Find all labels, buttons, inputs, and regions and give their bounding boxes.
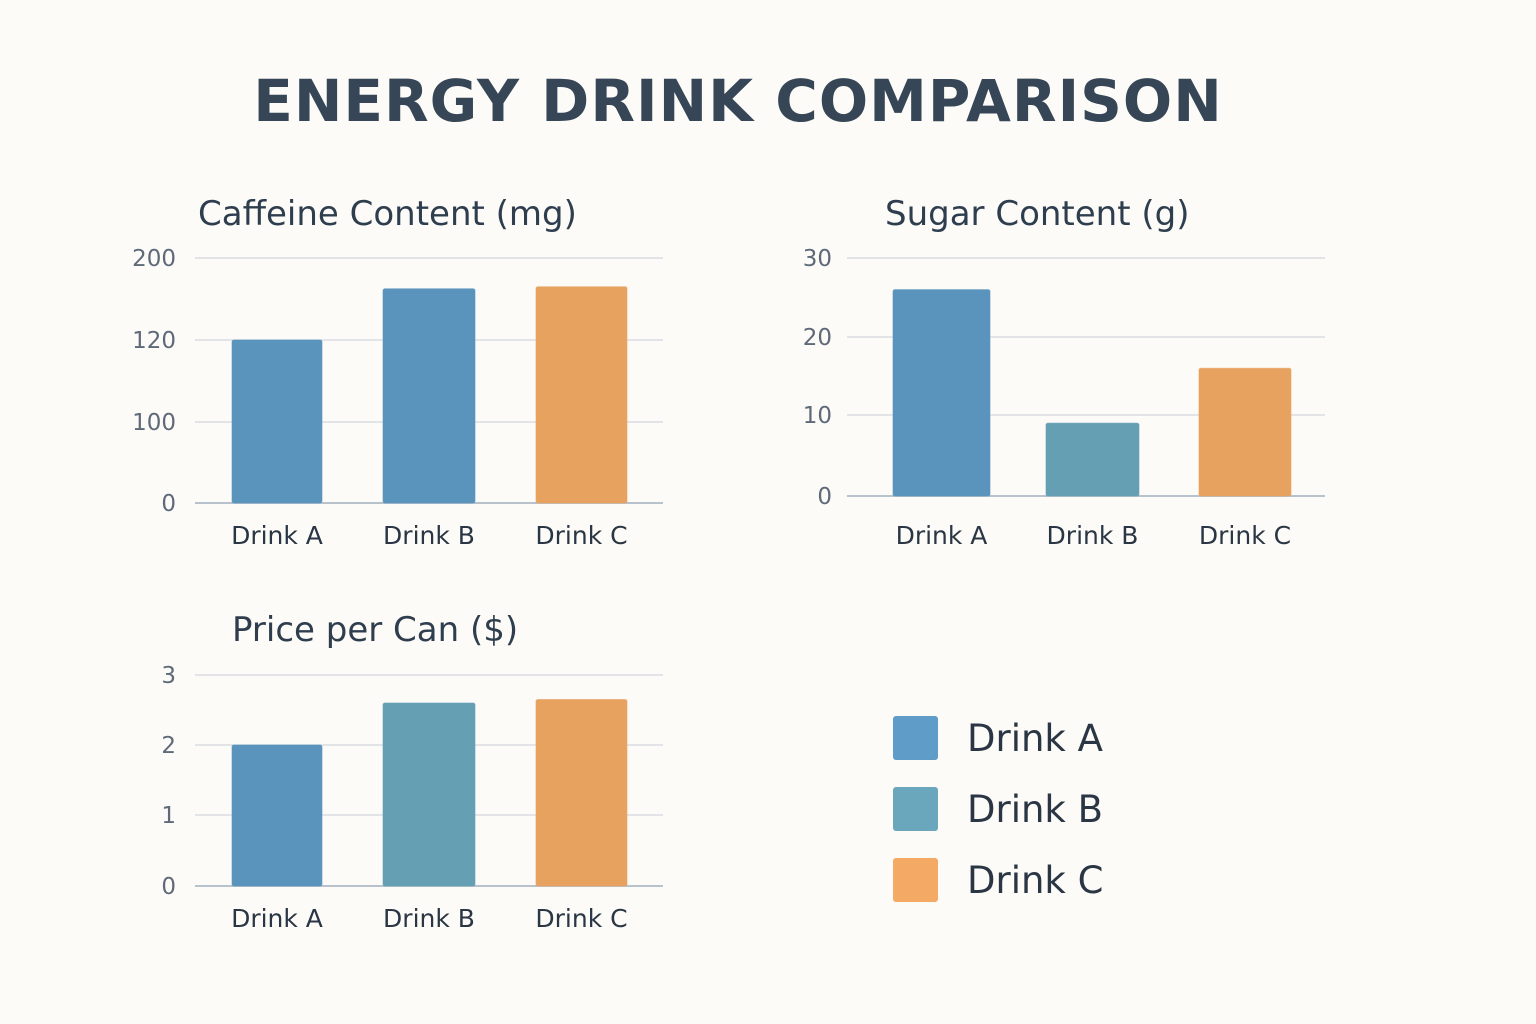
legend-swatch-drink-b	[893, 787, 938, 831]
y-tick-label: 30	[803, 246, 832, 272]
legend-swatch-drink-c	[893, 858, 938, 902]
y-tick-label: 3	[161, 663, 176, 689]
y-tick-label: 120	[132, 328, 176, 354]
bar-drink-a	[231, 339, 323, 504]
y-tick-label: 100	[132, 410, 176, 436]
x-tick-label: Drink C	[535, 904, 627, 933]
chart-price-per-can: Price per Can ($) 3 2 1 0 Drink A Drink B Drink…	[161, 610, 663, 933]
y-tick-label: 0	[817, 484, 832, 510]
bar-drink-b	[1045, 422, 1140, 497]
x-tick-label: Drink A	[231, 904, 323, 933]
x-tick-label: Drink A	[231, 521, 323, 550]
bar-drink-a	[892, 289, 991, 497]
x-tick-label: Drink B	[383, 521, 475, 550]
bar-drink-a	[231, 744, 323, 887]
legend-swatch-drink-a	[893, 716, 938, 760]
y-tick-label: 0	[161, 874, 176, 900]
x-tick-label: Drink A	[896, 521, 988, 550]
bar-drink-c	[1198, 367, 1292, 497]
y-tick-label: 1	[161, 803, 176, 829]
legend: Drink A Drink B Drink C	[893, 716, 1103, 902]
chart-caffeine-content-mg: Caffeine Content (mg) 200 120 100 0 Drink A Dr…	[132, 194, 663, 550]
legend-label: Drink C	[967, 859, 1103, 902]
chart-title: Price per Can ($)	[232, 610, 518, 650]
x-tick-label: Drink C	[1199, 521, 1291, 550]
x-tick-label: Drink B	[1047, 521, 1139, 550]
y-tick-label: 200	[132, 246, 176, 272]
legend-label: Drink A	[967, 717, 1103, 760]
y-tick-label: 2	[161, 733, 176, 759]
x-tick-label: Drink C	[535, 521, 627, 550]
chart-sugar-content-g: Sugar Content (g) 30 20 10 0 Drink A Drink B Dr…	[803, 194, 1325, 550]
bar-drink-b	[382, 288, 476, 504]
y-tick-label: 0	[161, 491, 176, 517]
y-tick-label: 20	[803, 325, 832, 351]
bar-drink-b	[382, 702, 476, 887]
bar-drink-c	[535, 286, 628, 504]
chart-title: Caffeine Content (mg)	[198, 194, 577, 234]
y-tick-label: 10	[803, 403, 832, 429]
x-tick-label: Drink B	[383, 904, 475, 933]
figure-title: ENERGY DRINK COMPARISON	[253, 67, 1223, 135]
legend-label: Drink B	[967, 788, 1103, 831]
chart-title: Sugar Content (g)	[885, 194, 1189, 234]
bar-drink-c	[535, 699, 628, 887]
